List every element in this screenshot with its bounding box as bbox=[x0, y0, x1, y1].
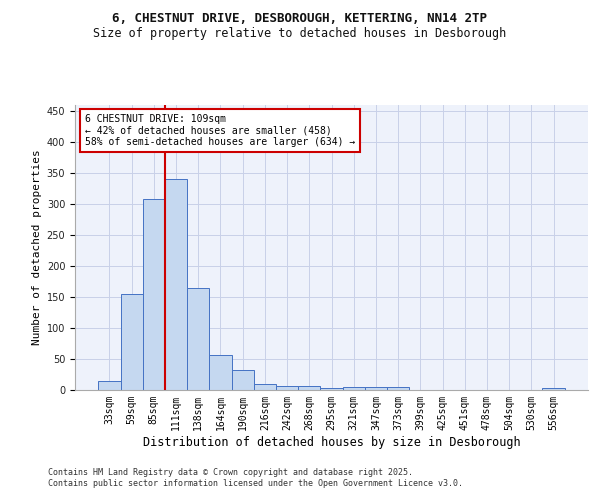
Bar bbox=[320, 388, 343, 390]
Bar bbox=[542, 388, 565, 390]
Bar bbox=[165, 180, 187, 390]
Bar bbox=[209, 354, 232, 390]
Bar bbox=[365, 387, 387, 390]
Bar bbox=[187, 288, 209, 390]
Bar bbox=[343, 387, 365, 390]
Bar bbox=[387, 387, 409, 390]
Bar bbox=[254, 384, 276, 390]
X-axis label: Distribution of detached houses by size in Desborough: Distribution of detached houses by size … bbox=[143, 436, 520, 448]
Text: Contains HM Land Registry data © Crown copyright and database right 2025.
Contai: Contains HM Land Registry data © Crown c… bbox=[48, 468, 463, 487]
Bar bbox=[232, 370, 254, 390]
Bar bbox=[121, 294, 143, 390]
Text: Size of property relative to detached houses in Desborough: Size of property relative to detached ho… bbox=[94, 28, 506, 40]
Text: 6, CHESTNUT DRIVE, DESBOROUGH, KETTERING, NN14 2TP: 6, CHESTNUT DRIVE, DESBOROUGH, KETTERING… bbox=[113, 12, 487, 26]
Bar bbox=[143, 199, 165, 390]
Bar bbox=[276, 386, 298, 390]
Y-axis label: Number of detached properties: Number of detached properties bbox=[32, 150, 43, 346]
Bar bbox=[98, 380, 121, 390]
Bar bbox=[298, 386, 320, 390]
Text: 6 CHESTNUT DRIVE: 109sqm
← 42% of detached houses are smaller (458)
58% of semi-: 6 CHESTNUT DRIVE: 109sqm ← 42% of detach… bbox=[85, 114, 356, 147]
